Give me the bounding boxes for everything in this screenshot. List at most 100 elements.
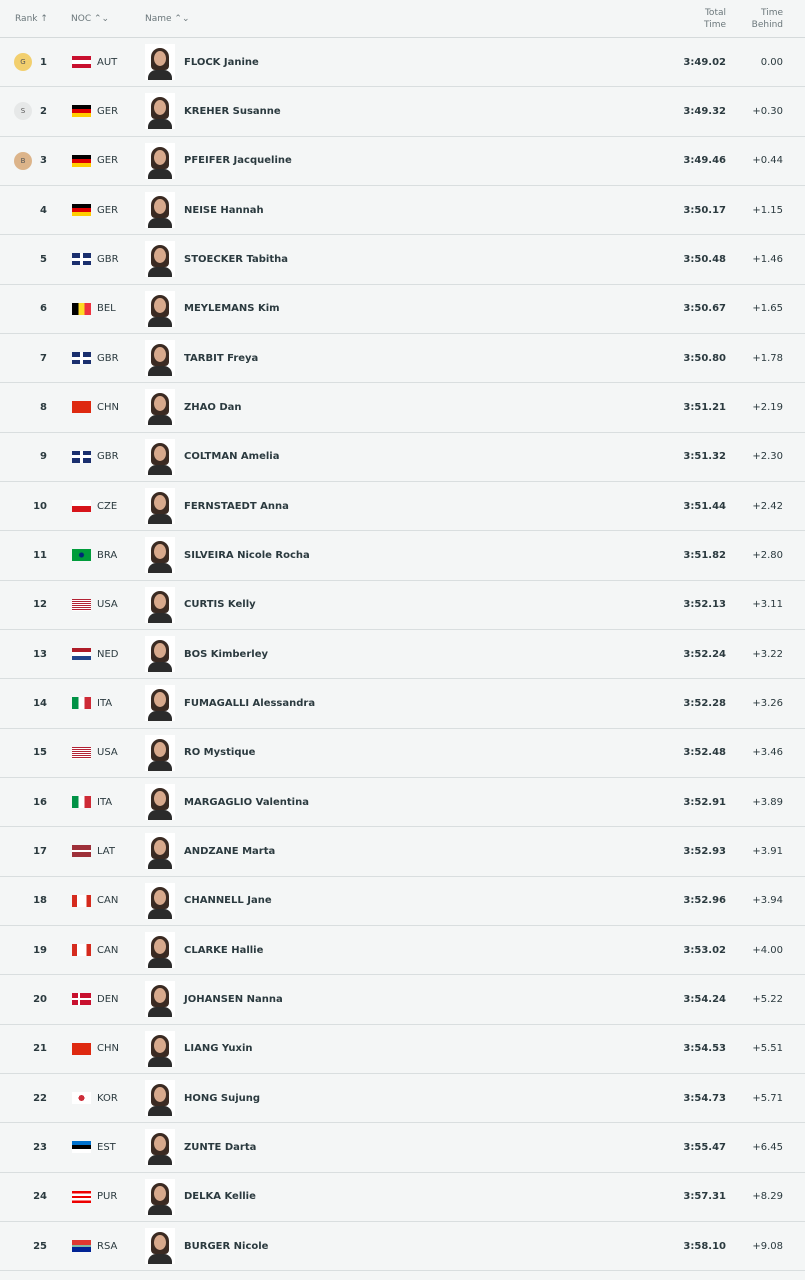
- time-behind: +3.22: [752, 648, 783, 660]
- table-row[interactable]: 4 GER NEISE Hannah 3:50.17 +1.15: [0, 186, 805, 236]
- table-row[interactable]: 7 GBR TARBIT Freya 3:50.80 +1.78: [0, 334, 805, 384]
- athlete-photo: [145, 1129, 175, 1166]
- time-behind: +2.19: [752, 401, 783, 413]
- time-behind: +8.29: [752, 1191, 783, 1203]
- athlete-name[interactable]: KREHER Susanne: [184, 105, 281, 117]
- rank: 18: [33, 895, 47, 907]
- table-row[interactable]: 25 RSA BURGER Nicole 3:58.10 +9.08: [0, 1222, 805, 1272]
- athlete-photo: [145, 1178, 175, 1215]
- total-time: 3:50.17: [683, 204, 726, 216]
- table-row[interactable]: 8 CHN ZHAO Dan 3:51.21 +2.19: [0, 383, 805, 433]
- total-time: 3:51.32: [683, 451, 726, 463]
- noc-code: LAT: [97, 845, 115, 857]
- table-row[interactable]: 20 DEN JOHANSEN Nanna 3:54.24 +5.22: [0, 975, 805, 1025]
- athlete-name[interactable]: MEYLEMANS Kim: [184, 303, 280, 315]
- noc-code: PUR: [97, 1191, 118, 1203]
- table-row[interactable]: 24 PUR DELKA Kellie 3:57.31 +8.29: [0, 1173, 805, 1222]
- athlete-name[interactable]: RO Mystique: [184, 747, 256, 759]
- sort-rank-header[interactable]: Rank ↑: [15, 13, 48, 24]
- time-behind: +6.45: [752, 1141, 783, 1153]
- table-row[interactable]: 23 EST ZUNTE Darta 3:55.47 +6.45: [0, 1123, 805, 1173]
- total-time: 3:51.44: [683, 500, 726, 512]
- time-behind: 0.00: [760, 56, 783, 68]
- sort-noc-header[interactable]: NOC ⌃⌄: [71, 13, 110, 24]
- noc-code: GBR: [97, 253, 119, 265]
- flag-icon: [72, 500, 91, 513]
- total-time: 3:51.21: [683, 401, 726, 413]
- sort-name-header[interactable]: Name ⌃⌄: [145, 13, 190, 24]
- table-row[interactable]: 9 GBR COLTMAN Amelia 3:51.32 +2.30: [0, 433, 805, 482]
- table-header: Rank ↑ NOC ⌃⌄ Name ⌃⌄ Total Time Time Behi…: [0, 0, 805, 38]
- athlete-name[interactable]: PFEIFER Jacqueline: [184, 155, 292, 167]
- table-row[interactable]: 18 CAN CHANNELL Jane 3:52.96 +3.94: [0, 877, 805, 926]
- flag-icon: [72, 401, 91, 414]
- athlete-name[interactable]: CLARKE Hallie: [184, 944, 264, 956]
- athlete-name[interactable]: STOECKER Tabitha: [184, 253, 288, 265]
- flag-icon: [72, 648, 91, 661]
- time-behind: +0.44: [752, 155, 783, 167]
- table-row[interactable]: 6 BEL MEYLEMANS Kim 3:50.67 +1.65: [0, 285, 805, 334]
- athlete-name[interactable]: FUMAGALLI Alessandra: [184, 697, 316, 709]
- noc-code: ITA: [97, 796, 113, 808]
- athlete-photo: [145, 389, 175, 426]
- athlete-photo: [145, 734, 175, 771]
- athlete-name[interactable]: BURGER Nicole: [184, 1240, 269, 1252]
- athlete-photo: [145, 784, 175, 821]
- athlete-name[interactable]: DELKA Kellie: [184, 1191, 256, 1203]
- athlete-name[interactable]: SILVEIRA Nicole Rocha: [184, 549, 310, 561]
- athlete-photo: [145, 537, 175, 574]
- rank: 16: [33, 796, 47, 808]
- athlete-photo: [145, 488, 175, 525]
- rank: 1: [40, 56, 47, 68]
- table-row[interactable]: 21 CHN LIANG Yuxin 3:54.53 +5.51: [0, 1025, 805, 1074]
- rank: 2: [40, 105, 47, 117]
- table-row[interactable]: 5 GBR STOECKER Tabitha 3:50.48 +1.46: [0, 235, 805, 285]
- athlete-name[interactable]: ZUNTE Darta: [184, 1141, 257, 1153]
- athlete-photo: [145, 438, 175, 475]
- table-row[interactable]: 15 USA RO Mystique 3:52.48 +3.46: [0, 729, 805, 778]
- table-row[interactable]: 12 USA CURTIS Kelly 3:52.13 +3.11: [0, 581, 805, 630]
- total-time: 3:49.32: [683, 105, 726, 117]
- rank: 9: [40, 451, 47, 463]
- total-time: 3:54.24: [683, 993, 726, 1005]
- athlete-name[interactable]: CHANNELL Jane: [184, 895, 272, 907]
- noc-code: CAN: [97, 944, 119, 956]
- flag-icon: [72, 993, 91, 1006]
- total-time: 3:50.48: [683, 253, 726, 265]
- table-row[interactable]: 13 NED BOS Kimberley 3:52.24 +3.22: [0, 630, 805, 680]
- athlete-name[interactable]: HONG Sujung: [184, 1092, 261, 1104]
- flag-icon: [72, 598, 91, 611]
- athlete-photo: [145, 932, 175, 969]
- flag-icon: [72, 1141, 91, 1154]
- table-row[interactable]: 19 CAN CLARKE Hallie 3:53.02 +4.00: [0, 926, 805, 976]
- athlete-name[interactable]: FLOCK Janine: [184, 56, 259, 68]
- athlete-name[interactable]: CURTIS Kelly: [184, 599, 256, 611]
- athlete-photo: [145, 1080, 175, 1117]
- athlete-name[interactable]: COLTMAN Amelia: [184, 451, 280, 463]
- athlete-name[interactable]: FERNSTAEDT Anna: [184, 500, 289, 512]
- athlete-photo: [145, 290, 175, 327]
- table-row[interactable]: 14 ITA FUMAGALLI Alessandra 3:52.28 +3.2…: [0, 679, 805, 729]
- table-row[interactable]: 17 LAT ANDZANE Marta 3:52.93 +3.91: [0, 827, 805, 877]
- rank: 24: [33, 1191, 47, 1203]
- athlete-name[interactable]: TARBIT Freya: [184, 352, 259, 364]
- athlete-name[interactable]: ZHAO Dan: [184, 401, 242, 413]
- noc-code: BRA: [97, 549, 118, 561]
- table-row[interactable]: 10 CZE FERNSTAEDT Anna 3:51.44 +2.42: [0, 482, 805, 532]
- athlete-photo: [145, 1228, 175, 1265]
- noc-code: GER: [97, 105, 119, 117]
- athlete-name[interactable]: BOS Kimberley: [184, 648, 269, 660]
- total-time: 3:52.28: [683, 697, 726, 709]
- table-row[interactable]: 16 ITA MARGAGLIO Valentina 3:52.91 +3.89: [0, 778, 805, 828]
- athlete-name[interactable]: ANDZANE Marta: [184, 845, 276, 857]
- athlete-name[interactable]: NEISE Hannah: [184, 204, 264, 216]
- table-row[interactable]: 11 BRA SILVEIRA Nicole Rocha 3:51.82 +2.…: [0, 531, 805, 581]
- athlete-name[interactable]: MARGAGLIO Valentina: [184, 796, 309, 808]
- athlete-name[interactable]: JOHANSEN Nanna: [184, 993, 283, 1005]
- table-row[interactable]: 22 KOR HONG Sujung 3:54.73 +5.71: [0, 1074, 805, 1124]
- rank: 7: [40, 352, 47, 364]
- athlete-name[interactable]: LIANG Yuxin: [184, 1043, 253, 1055]
